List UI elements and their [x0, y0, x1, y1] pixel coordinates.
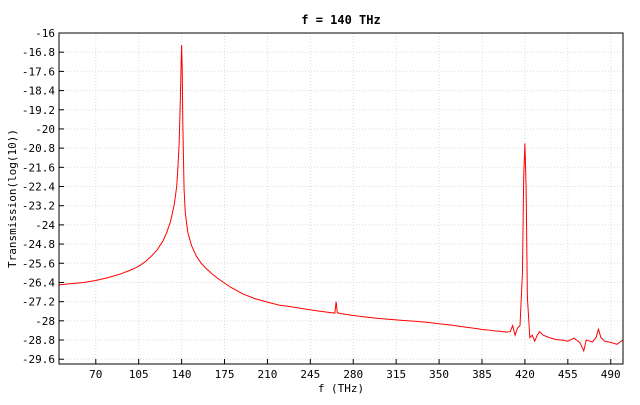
gridlines: [59, 32, 623, 364]
series-line: [58, 44, 624, 353]
y-tick-label: -24: [35, 219, 55, 232]
x-axis-ticks: 70 105 140 175 210 245 280 315 350 385 420 455 490: [89, 359, 621, 381]
y-tick-label: -20: [35, 123, 55, 136]
x-tick-label: 245: [300, 368, 320, 381]
x-tick-label: 105: [129, 368, 149, 381]
y-tick-label: -17.6: [22, 65, 55, 78]
chart-title: f = 140 THz: [301, 13, 380, 27]
y-tick-label: -28.8: [22, 334, 55, 347]
y-axis-label: Transmission(log(10)): [6, 129, 19, 268]
x-tick-label: 280: [343, 368, 363, 381]
y-axis-ticks: -16 -16.8 -17.6 -18.4 -19.2 -20 -20.8 -21.6 -22.…: [22, 27, 64, 366]
x-tick-label: 490: [601, 368, 621, 381]
x-tick-label: 175: [215, 368, 235, 381]
y-tick-label: -21.6: [22, 161, 55, 174]
y-tick-label: -26.4: [22, 276, 55, 289]
x-tick-label: 385: [472, 368, 492, 381]
y-tick-label: -16.8: [22, 46, 55, 59]
y-tick-label: -25.6: [22, 257, 55, 270]
y-tick-label: -18.4: [22, 85, 55, 98]
y-tick-label: -29.6: [22, 353, 55, 366]
x-tick-label: 455: [558, 368, 578, 381]
x-tick-label: 70: [89, 368, 102, 381]
x-tick-label: 140: [172, 368, 192, 381]
plot-frame: [58, 32, 624, 365]
y-tick-label: -27.2: [22, 296, 55, 309]
x-tick-label: 315: [386, 368, 406, 381]
y-tick-label: -20.8: [22, 142, 55, 155]
y-tick-label: -28: [35, 315, 55, 328]
x-tick-label: 420: [515, 368, 535, 381]
y-tick-label: -23.2: [22, 200, 55, 213]
y-tick-label: -19.2: [22, 104, 55, 117]
x-tick-label: 210: [257, 368, 277, 381]
y-tick-label: -22.4: [22, 181, 55, 194]
y-tick-label: -24.8: [22, 238, 55, 251]
y-tick-label: -16: [35, 27, 55, 40]
x-tick-label: 350: [429, 368, 449, 381]
x-axis-label: f (THz): [318, 382, 364, 395]
